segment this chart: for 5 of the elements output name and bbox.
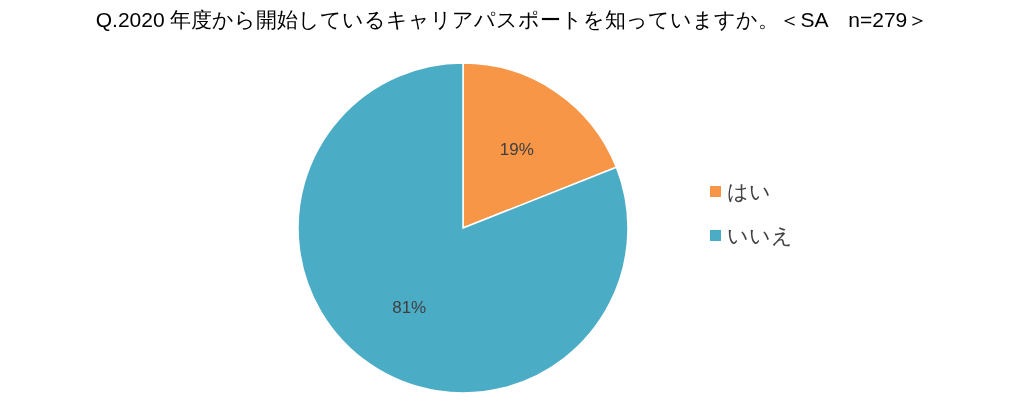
legend-label: はい	[727, 180, 771, 203]
data-label: 19%	[499, 139, 534, 159]
data-label: 81%	[392, 298, 427, 318]
legend-label: いいえ	[727, 224, 793, 247]
chart-title: Q.2020 年度から開始しているキャリアパスポートを知っていますか。＜SA n=279＞	[95, 8, 929, 31]
